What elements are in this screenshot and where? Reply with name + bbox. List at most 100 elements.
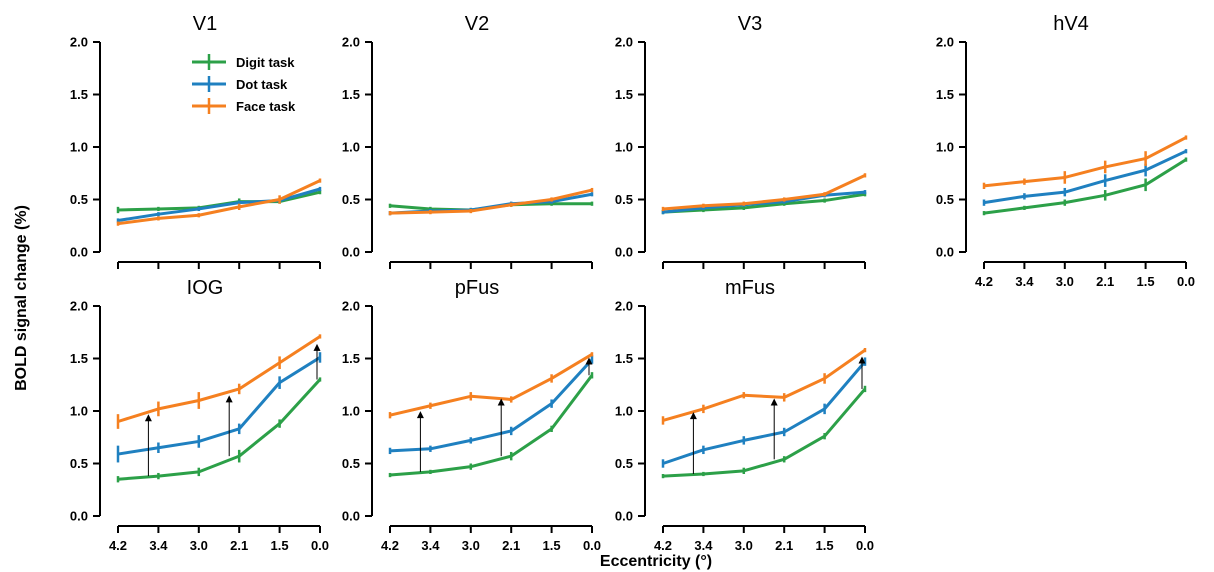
panel-v2: V2 0.0 0.5 1.0 1.5 2.0	[342, 13, 594, 269]
x-tick-label: 4.2	[381, 538, 399, 553]
series-line	[662, 173, 866, 211]
series-line	[662, 192, 866, 214]
x-tick-label: 1.5	[271, 538, 289, 553]
series-line	[662, 360, 867, 465]
x-tick-label: 3.4	[421, 538, 440, 553]
y-tick-label: 2.0	[70, 299, 88, 314]
x-tick-label: 4.2	[654, 538, 672, 553]
y-tick-label: 2.0	[342, 35, 360, 50]
y-tick-label: 1.5	[70, 87, 88, 102]
arrow-head	[770, 398, 778, 406]
series-dot-task	[116, 352, 322, 463]
arrow-head	[144, 414, 152, 422]
panel-title: V2	[465, 13, 489, 35]
x-tick-label: 0.0	[1177, 274, 1195, 289]
y-tick-label: 0.5	[615, 456, 633, 471]
legend-label: Digit task	[236, 55, 295, 70]
series-line	[117, 187, 321, 222]
series-line	[983, 149, 1187, 205]
panel-title: mFus	[725, 277, 775, 299]
y-tick-label: 1.0	[342, 140, 360, 155]
series-line	[117, 378, 322, 481]
arrow-head	[858, 356, 866, 364]
panel-v3: V3 0.0 0.5 1.0 1.5 2.0	[615, 13, 867, 269]
series-line	[662, 190, 866, 214]
y-tick-label: 2.0	[342, 299, 360, 314]
y-tick-label: 2.0	[936, 35, 954, 50]
x-tick-label: 3.0	[462, 538, 480, 553]
series-face-task	[116, 334, 322, 429]
x-tick-label: 0.0	[311, 538, 329, 553]
y-tick-label: 1.0	[70, 404, 88, 419]
series-line	[389, 358, 594, 453]
series-digit-task	[661, 385, 867, 479]
series-line	[117, 356, 321, 456]
y-tick-label: 1.5	[615, 351, 633, 366]
panel-title: V3	[738, 13, 762, 35]
y-tick-label: 0.5	[615, 192, 633, 207]
y-tick-label: 0.5	[70, 192, 88, 207]
y-tick-label: 2.0	[615, 35, 633, 50]
x-tick-label: 0.0	[856, 538, 874, 553]
series-dot-task	[982, 149, 1188, 206]
y-tick-label: 1.5	[342, 87, 360, 102]
x-tick-label: 3.4	[694, 538, 713, 553]
series-face-task	[388, 187, 594, 216]
x-tick-label: 2.1	[775, 538, 793, 553]
y-tick-label: 2.0	[615, 299, 633, 314]
y-tick-label: 1.0	[615, 404, 633, 419]
y-tick-label: 1.5	[342, 351, 360, 366]
legend-label: Face task	[236, 99, 296, 114]
arrow-head	[225, 395, 233, 403]
series-digit-task	[982, 157, 1188, 216]
y-tick-label: 0.0	[342, 245, 360, 260]
x-tick-label: 2.1	[1096, 274, 1114, 289]
series-digit-task	[388, 372, 594, 478]
series-line	[662, 348, 866, 422]
y-tick-label: 0.5	[342, 456, 360, 471]
panel-pfus: pFus 0.0 0.5 1.0 1.5 2.0 4.2 3.4 3.0 2.1 1.5 0.0	[342, 277, 601, 553]
panel-v1: V1 0.0 0.5 1.0 1.5 2.0 Digit task Dot task Face …	[70, 13, 322, 269]
y-tick-label: 1.5	[936, 87, 954, 102]
chart-panels: V1 0.0 0.5 1.0 1.5 2.0 Digit task Dot task Face …	[70, 13, 1195, 553]
x-tick-label: 2.1	[502, 538, 520, 553]
x-tick-label: 3.0	[190, 538, 208, 553]
panel-title: pFus	[455, 277, 499, 299]
y-tick-label: 0.0	[70, 245, 88, 260]
x-tick-label: 1.5	[816, 538, 834, 553]
panel-mfus: mFus 0.0 0.5 1.0 1.5 2.0 4.2 3.4 3.0 2.1 1.5 0.0	[615, 277, 874, 553]
series-line	[983, 158, 1187, 215]
x-tick-label: 3.4	[149, 538, 168, 553]
series-face-task	[388, 352, 594, 419]
x-tick-label: 0.0	[583, 538, 601, 553]
series-digit-task	[116, 377, 322, 483]
y-axis-title: BOLD signal change (%)	[13, 205, 30, 391]
series-dot-task	[388, 355, 594, 455]
y-tick-label: 2.0	[70, 35, 88, 50]
y-tick-label: 1.5	[70, 351, 88, 366]
series-line	[662, 387, 867, 478]
series-line	[117, 335, 321, 423]
series-line	[389, 188, 593, 215]
y-tick-label: 1.0	[70, 140, 88, 155]
arrow-head	[416, 411, 424, 419]
x-tick-label: 1.5	[543, 538, 561, 553]
x-tick-label: 3.4	[1015, 274, 1034, 289]
y-tick-label: 0.0	[70, 509, 88, 524]
x-tick-label: 2.1	[230, 538, 248, 553]
series-dot-task	[116, 186, 322, 223]
y-tick-label: 1.0	[936, 140, 954, 155]
arrow-head	[497, 398, 505, 406]
legend-label: Dot task	[236, 77, 288, 92]
panel-title: hV4	[1053, 13, 1089, 35]
series-line	[117, 179, 321, 226]
series-line	[983, 136, 1187, 188]
y-tick-label: 1.0	[615, 140, 633, 155]
arrow-head	[313, 343, 321, 351]
y-tick-label: 1.0	[342, 404, 360, 419]
panel-title: IOG	[187, 277, 224, 299]
series-line	[389, 353, 593, 417]
y-tick-label: 0.5	[342, 192, 360, 207]
legend: Digit task Dot task Face task	[192, 54, 296, 114]
x-tick-label: 1.5	[1137, 274, 1155, 289]
